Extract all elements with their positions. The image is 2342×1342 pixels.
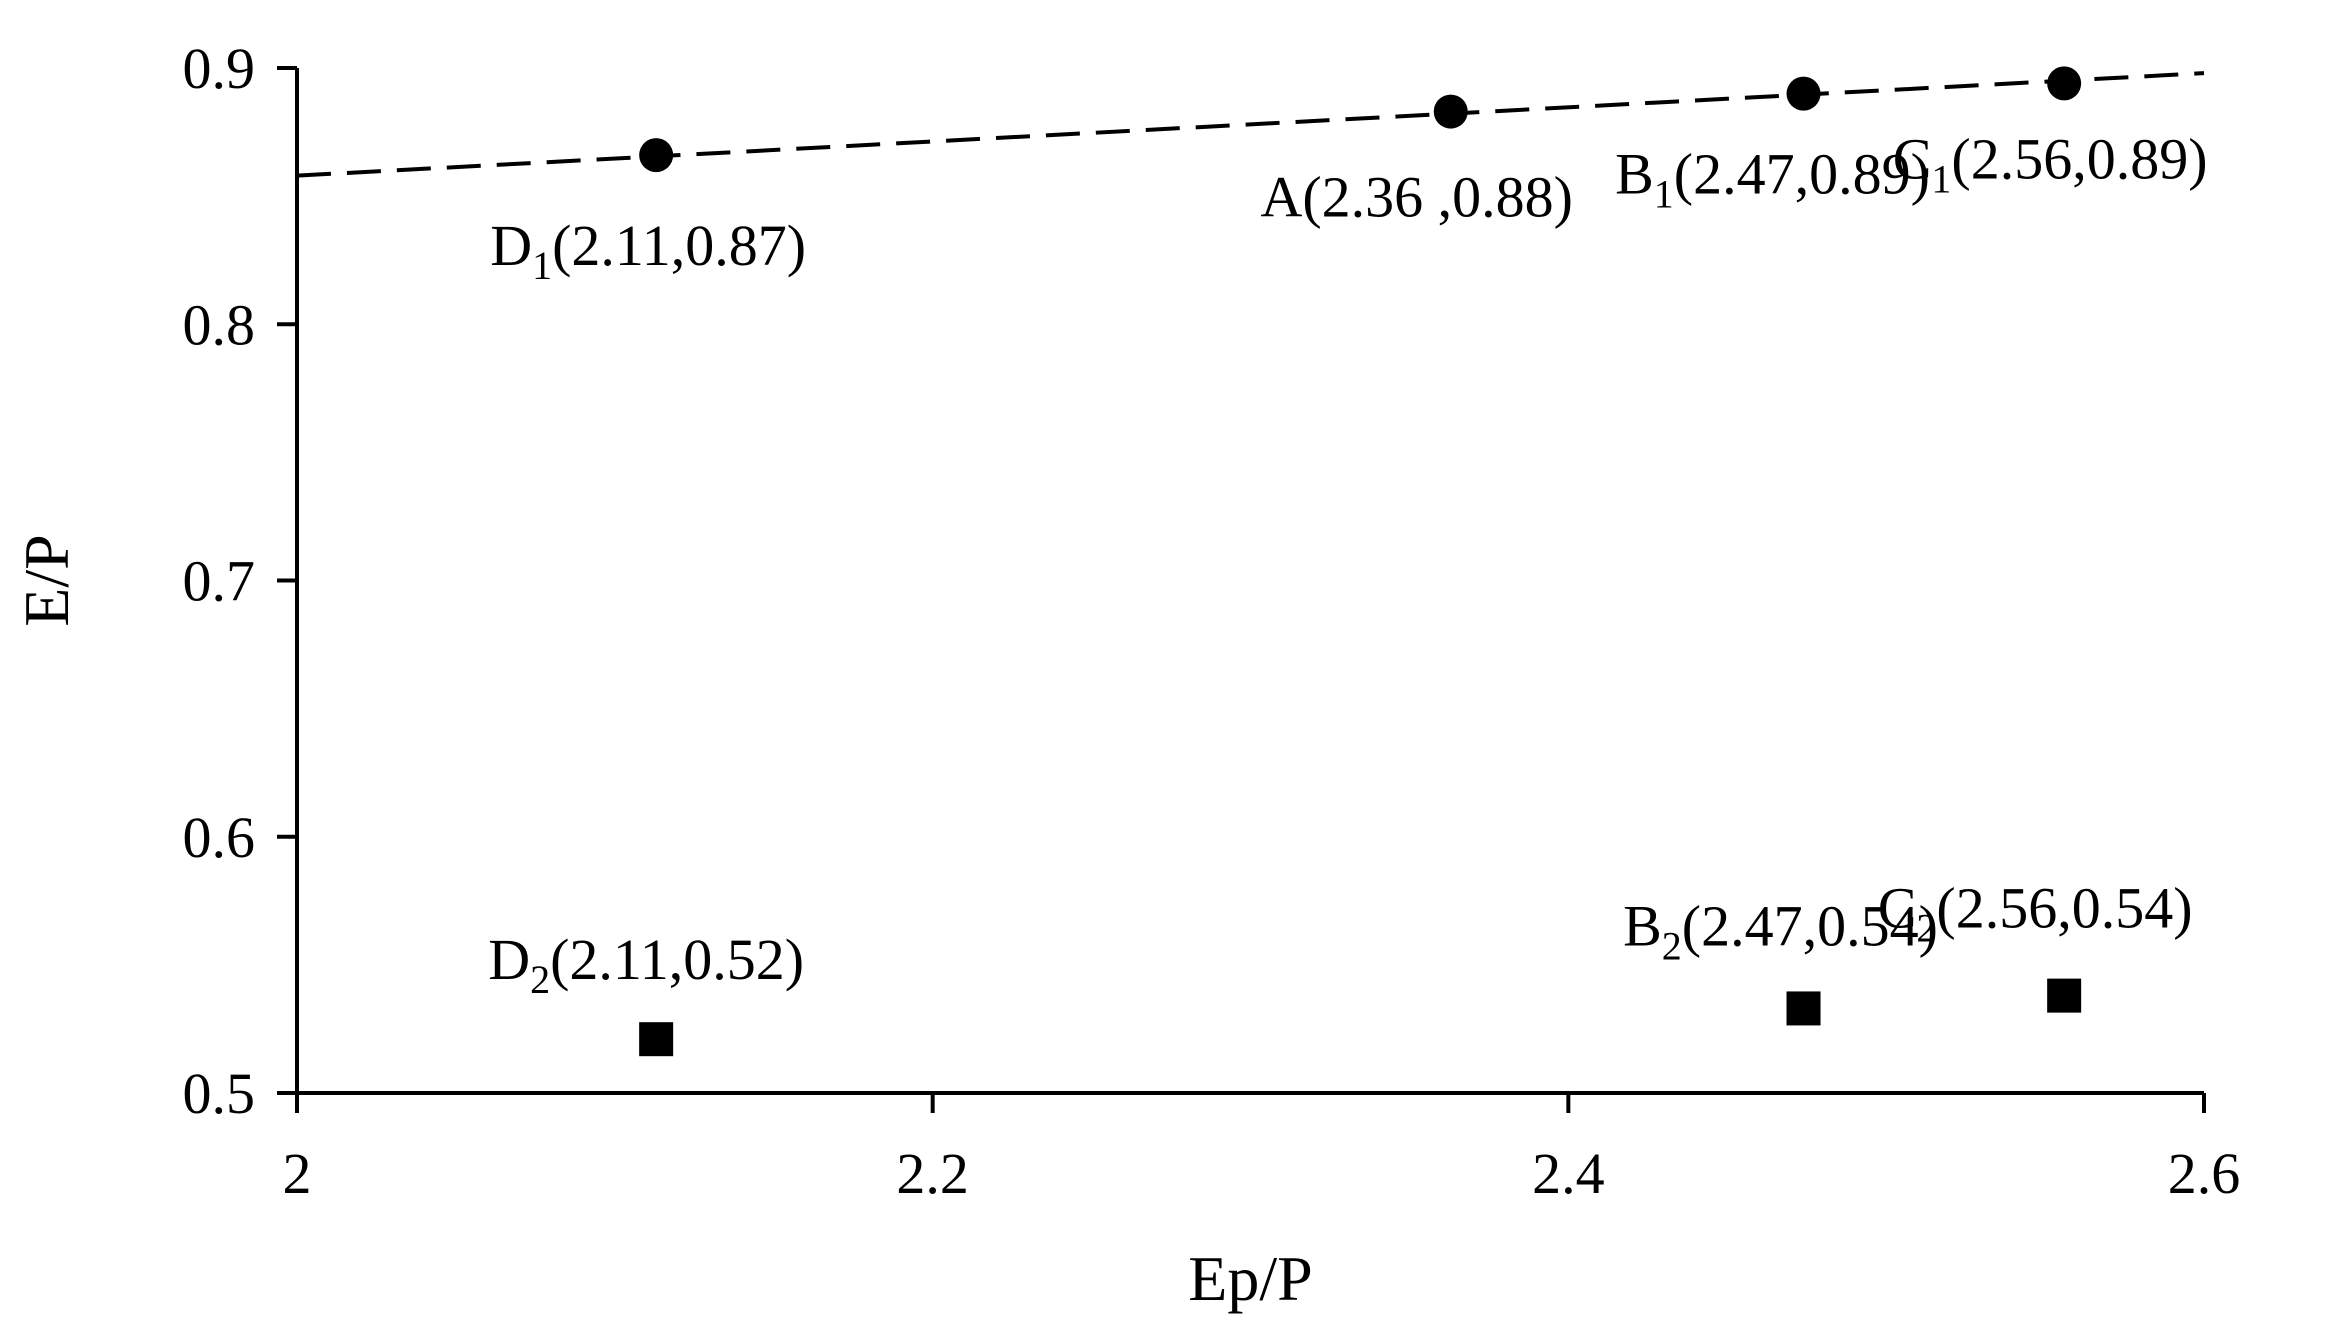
circle-marker: [2047, 66, 2082, 101]
square-marker: [1786, 991, 1821, 1026]
y-tick-label: 0.9: [183, 36, 256, 101]
point-label: C1(2.56,0.89): [1893, 126, 2208, 201]
data-points: [639, 66, 2082, 1057]
trendline-group: [296, 71, 2205, 178]
y-tick-label: 0.8: [183, 292, 256, 357]
x-tick-label: 2.4: [1532, 1141, 1605, 1206]
y-axis-title: E/P: [11, 534, 82, 626]
point-label: B1(2.47,0.89): [1615, 142, 1930, 217]
y-tick-label: 0.7: [183, 549, 256, 614]
y-tick-label: 0.6: [183, 805, 256, 870]
trendline: [296, 71, 2205, 178]
circle-marker: [639, 138, 674, 173]
circle-marker: [1786, 76, 1821, 111]
point-label: C2(2.56,0.54): [1878, 876, 2193, 951]
x-tick-label: 2.6: [2168, 1141, 2241, 1206]
point-label: D2(2.11,0.52): [488, 927, 804, 1002]
square-marker: [639, 1022, 674, 1057]
x-tick-label: 2: [283, 1141, 312, 1206]
x-tick-label: 2.2: [896, 1141, 969, 1206]
square-marker: [2047, 978, 2082, 1013]
x-axis-title: Ep/P: [1188, 1243, 1312, 1314]
point-label: B2(2.47,0.54): [1623, 893, 1938, 968]
point-label: A(2.36 ,0.88): [1260, 165, 1573, 230]
y-tick-label: 0.5: [183, 1061, 256, 1126]
point-label: D1(2.11,0.87): [490, 213, 806, 288]
ticks: 2 2.2 2.4 2.6 0.5 0.6 0.7 0.8 0.9: [183, 36, 2241, 1206]
circle-marker: [1433, 94, 1468, 129]
point-labels: D1(2.11,0.87)A(2.36 ,0.88) B1(2.47,0.89)C…: [488, 126, 2207, 1002]
